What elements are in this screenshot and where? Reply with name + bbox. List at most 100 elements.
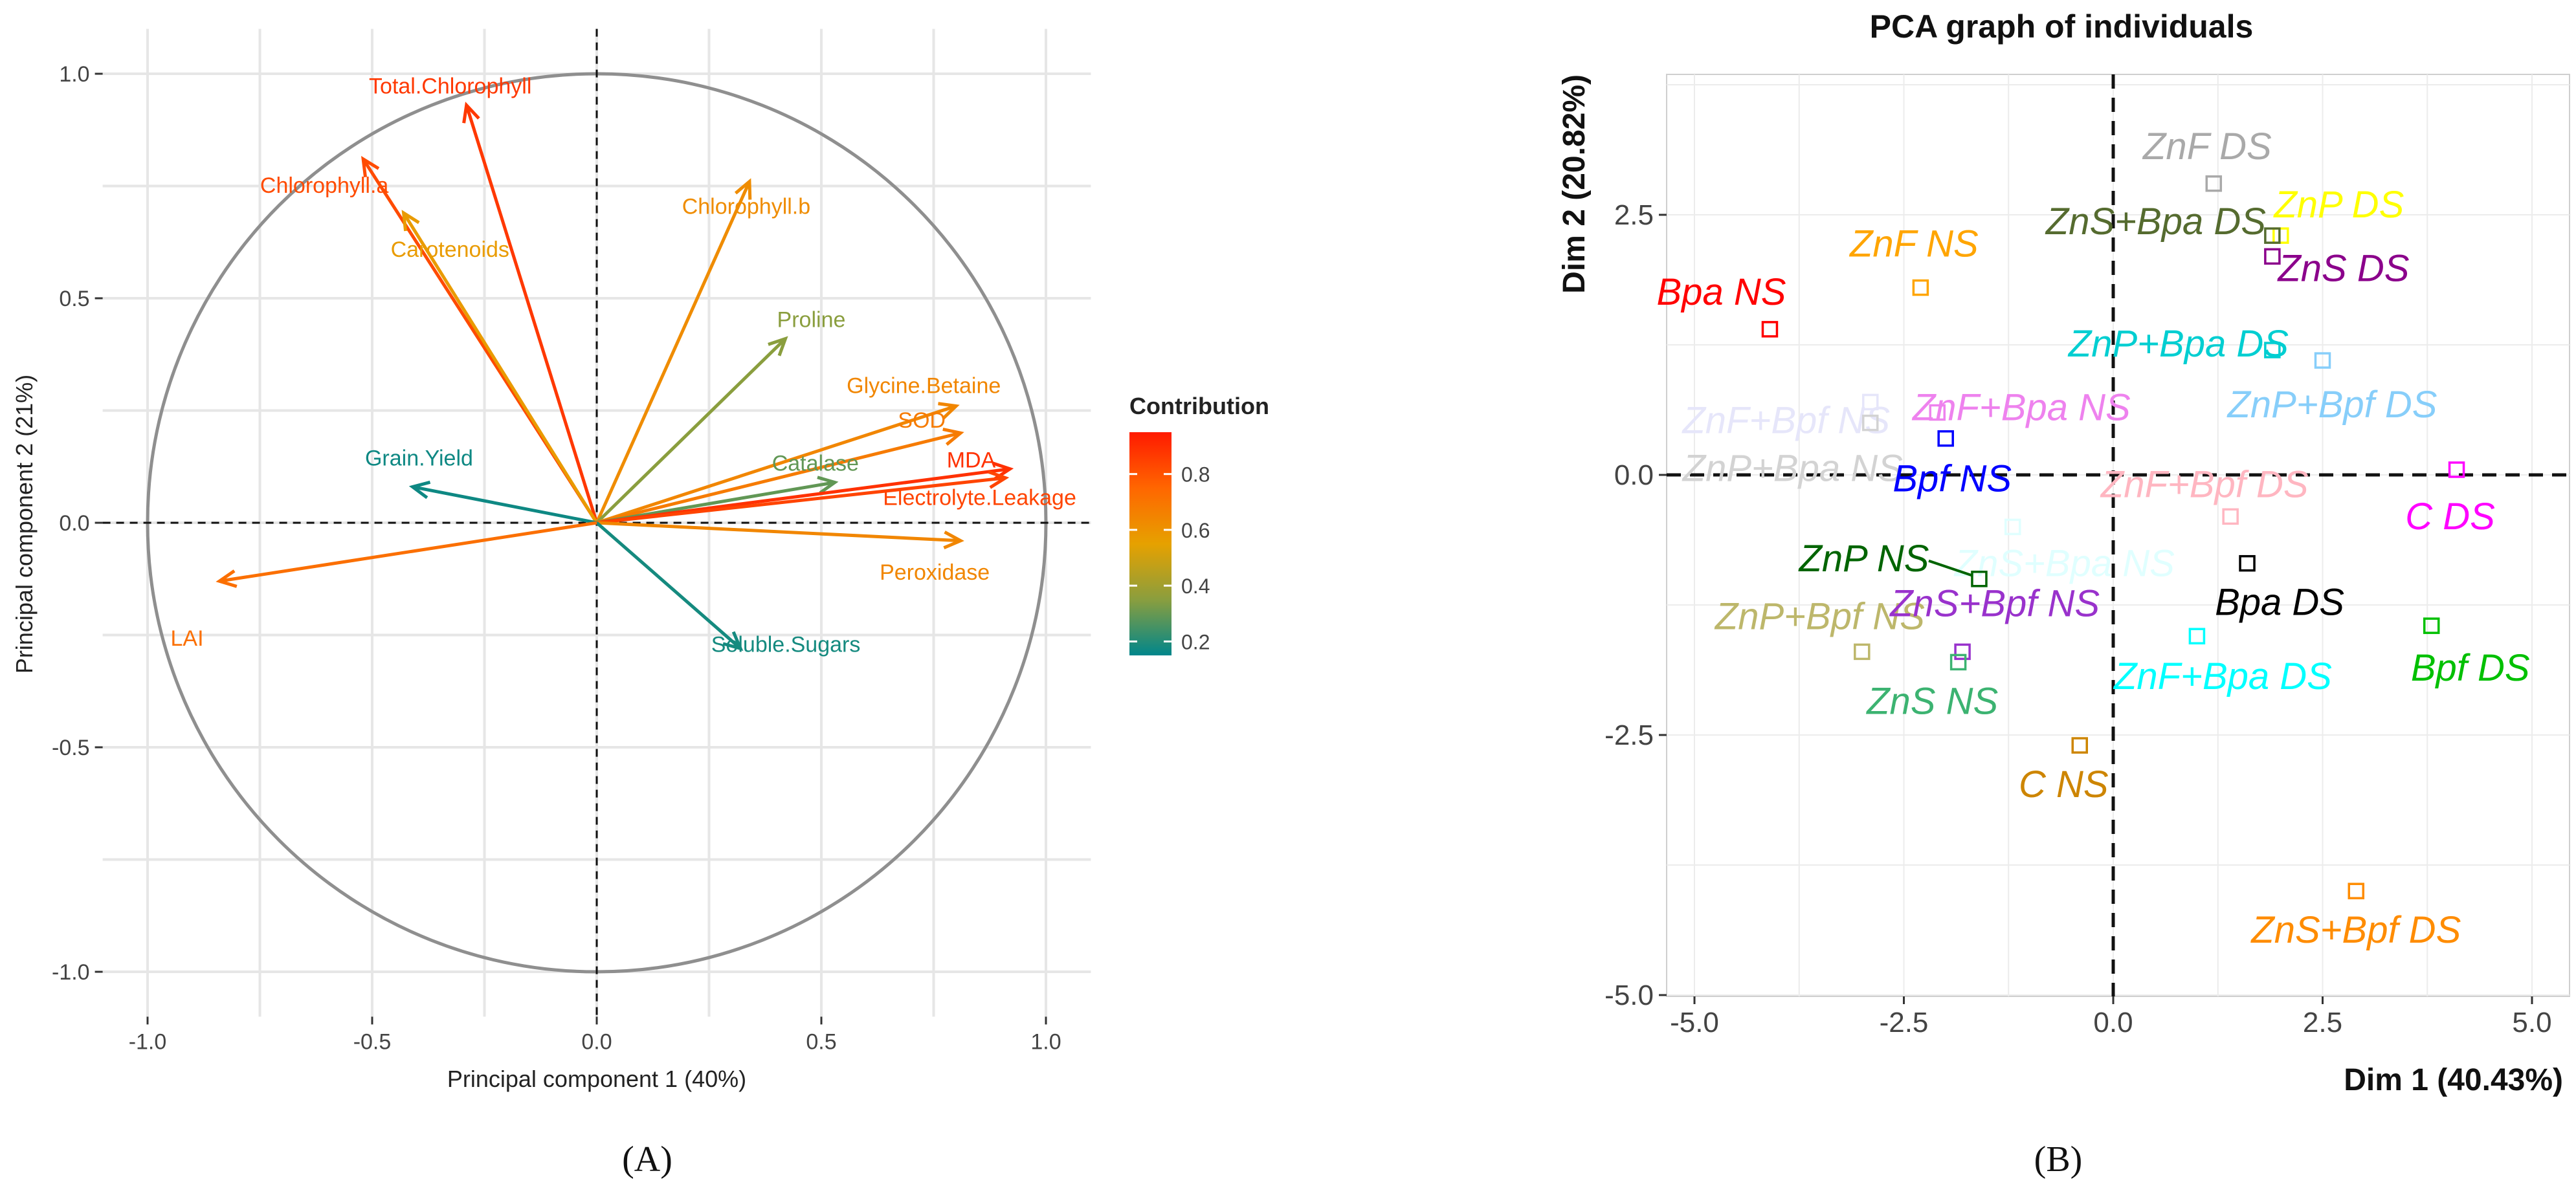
panel-b-title: PCA graph of individuals	[1870, 8, 2254, 45]
point-label-zns-plus-bpa-ns: ZnS+Bpa NS	[1953, 542, 2175, 584]
point-marker-bpf-ds	[2423, 617, 2440, 634]
arrowhead-chlorophyll-a	[361, 156, 380, 177]
arrowhead-glycine-betaine	[938, 402, 960, 420]
panel-b-x-tick-label: -5.0	[1670, 1007, 1719, 1038]
point-marker-znp-plus-bpa-ds	[2264, 342, 2281, 358]
panel-a-contribution-legend: Contribution 0.2 0.4 0.6 0.8	[1129, 393, 1269, 655]
panel-label-a: (A)	[622, 1139, 672, 1179]
point-label-zns-ds: ZnS DS	[2276, 247, 2409, 289]
legend-tick-label: 0.4	[1181, 575, 1210, 598]
panel-b-axes	[1667, 74, 2570, 996]
point-label-znf-plus-bpa-ns: ZnF+Bpa NS	[1911, 387, 2131, 429]
point-marker-znf-plus-bpf-ns	[1861, 393, 1879, 411]
point-marker-zns-plus-bpa-ns	[2004, 518, 2021, 536]
variable-label-total-chlorophyll: Total.Chlorophyll	[369, 74, 531, 99]
legend-tick-label: 0.8	[1181, 463, 1210, 487]
point-label-znp-plus-bpf-ds: ZnP+Bpf DS	[2226, 384, 2437, 426]
variable-label-carotenoids: Carotenoids	[391, 237, 509, 262]
variable-label-mda: MDA	[947, 448, 996, 473]
arrow-peroxidase	[596, 521, 961, 543]
arrowhead-total-chlorophyll	[462, 102, 480, 124]
point-label-znf-plus-bpf-ns: ZnF+Bpf NS	[1681, 399, 1890, 441]
point-label-znp-plus-bpa-ds: ZnP+Bpa DS	[2067, 323, 2289, 365]
point-label-bpa-ds: Bpa DS	[2215, 582, 2344, 624]
point-marker-znp-ds	[2272, 227, 2289, 244]
panel-b-x-tick-label: 5.0	[2512, 1007, 2551, 1038]
point-marker-zns-ns	[1949, 653, 1967, 671]
variable-label-catalase: Catalase	[772, 452, 859, 476]
point-marker-znp-plus-bpf-ns	[1854, 643, 1871, 661]
arrowhead-grain-yield	[408, 480, 431, 499]
arrow-grain-yield	[412, 485, 597, 525]
panel-a-y-axis-label: Principal component 2 (21%)	[11, 375, 38, 674]
panel-b-plot-border	[1666, 74, 2570, 997]
point-label-znp-plus-bpf-ns: ZnP+Bpf NS	[1714, 595, 1925, 637]
panel-b-y-tick-label: -5.0	[1604, 980, 1654, 1011]
arrow-soluble-sugars	[595, 521, 742, 650]
point-label-znp-ds: ZnP DS	[2272, 184, 2404, 226]
point-label-bpf-ns: Bpf NS	[1893, 458, 2012, 500]
arrow-glycine-betaine	[596, 404, 957, 525]
point-label-znp-plus-bpa-ns: ZnP+Bpa NS	[1682, 448, 1903, 490]
point-marker-zns-plus-bpf-ds	[2348, 883, 2365, 899]
point-label-zns-plus-bpf-ds: ZnS+Bpf DS	[2250, 909, 2461, 951]
variable-label-electrolyte-leakage: Electrolyte.Leakage	[883, 486, 1076, 510]
legend-ticks: 0.2 0.4 0.6 0.8	[1129, 463, 1210, 653]
point-marker-znf-ds	[2205, 175, 2223, 192]
panel-b-x-axis-label: Dim 1 (40.43%)	[2344, 1063, 2563, 1097]
legend-tick-label: 0.6	[1181, 519, 1210, 542]
arrow-electrolyte-leakage	[596, 476, 1006, 525]
panel-label-b: (B)	[2034, 1139, 2083, 1179]
point-marker-znp-ns	[1971, 571, 1988, 587]
arrowhead-sod	[942, 427, 964, 446]
point-label-znf-plus-bpf-ds: ZnF+Bpf DS	[2100, 463, 2309, 505]
point-label-znf-plus-bpa-ds: ZnF+Bpa DS	[2113, 655, 2332, 697]
panel-a-y-tick-label: 0.5	[59, 287, 89, 311]
panel-a-variable-labels: Total.Chlorophyll Chlorophyll.a Carotenoid…	[171, 74, 1076, 657]
panel-a-x-axis-label: Principal component 1 (40%)	[447, 1066, 746, 1092]
panel-b-x-tick-label: -2.5	[1880, 1007, 1929, 1038]
arrow-chlorophyll-b	[595, 181, 751, 524]
arrowhead-peroxidase	[943, 531, 964, 549]
legend-title: Contribution	[1129, 393, 1269, 419]
variable-label-proline: Proline	[777, 307, 846, 332]
point-marker-bpa-ns	[1761, 321, 1779, 338]
point-marker-c-ds	[2448, 461, 2465, 478]
arrowhead-soluble-sugars	[722, 631, 744, 652]
panel-a-x-tick-label: 1.0	[1030, 1029, 1061, 1054]
arrow-lai	[219, 521, 597, 583]
panel-a-y-tick-label: 1.0	[59, 62, 89, 87]
arrowhead-proline	[768, 336, 788, 356]
variable-label-peroxidase: Peroxidase	[880, 560, 990, 585]
point-label-znp-ns: ZnP NS	[1798, 538, 1929, 580]
variable-label-soluble-sugars: Soluble.Sugars	[711, 632, 861, 657]
arrowhead-chlorophyll-b	[734, 178, 752, 200]
point-label-znf-ds: ZnF DS	[2142, 126, 2272, 168]
arrowhead-electrolyte-leakage	[988, 470, 1010, 489]
arrowhead-carotenoids	[401, 210, 420, 232]
variable-label-chlorophyll-a: Chlorophyll.a	[260, 173, 389, 198]
panel-a-arrows	[216, 102, 1014, 652]
panel-a-x-tick-label: 0.5	[806, 1029, 836, 1054]
variable-label-glycine-betaine: Glycine.Betaine	[847, 374, 1001, 399]
point-marker-bpf-ns	[1937, 430, 1954, 447]
point-label-bpa-ns: Bpa NS	[1657, 271, 1786, 313]
arrow-proline	[595, 337, 787, 524]
panel-a-ticks: -1.0 -0.5 0.0 0.5 1.0 -1.0 -0.5 0.0 0.5 1.0	[52, 62, 1061, 1054]
panel-b-y-tick-label: 0.0	[1614, 459, 1654, 491]
arrow-total-chlorophyll	[465, 104, 599, 523]
panel-a-y-tick-label: 0.0	[59, 511, 89, 536]
point-label-zns-plus-bpf-ns: ZnS+Bpf NS	[1889, 582, 2100, 624]
arrowhead-lai	[216, 569, 238, 588]
point-label-znf-ns: ZnF NS	[1849, 223, 1979, 265]
variable-label-chlorophyll-b: Chlorophyll.b	[682, 195, 810, 219]
panel-b-y-tick-label: -2.5	[1604, 719, 1654, 751]
point-label-bpf-ds: Bpf DS	[2411, 647, 2530, 689]
panel-b-x-tick-label: 2.5	[2303, 1007, 2342, 1038]
point-marker-bpa-ds	[2239, 554, 2256, 572]
variable-label-lai: LAI	[171, 626, 204, 651]
point-marker-zns-plus-bpa-ds	[2264, 227, 2281, 244]
